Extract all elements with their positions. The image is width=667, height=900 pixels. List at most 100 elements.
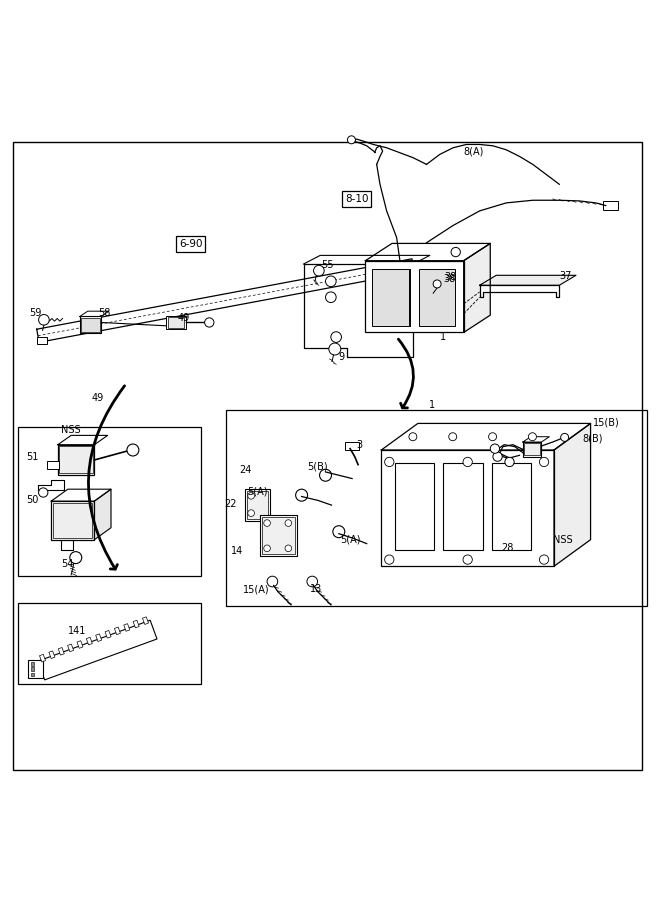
- Circle shape: [70, 552, 82, 563]
- Text: 6-90: 6-90: [179, 239, 203, 249]
- Bar: [124, 624, 130, 631]
- Polygon shape: [554, 423, 590, 566]
- Text: 141: 141: [68, 626, 86, 635]
- Text: 24: 24: [239, 465, 251, 475]
- Text: 49: 49: [177, 313, 189, 323]
- Bar: [31, 672, 34, 677]
- Bar: [51, 501, 94, 540]
- Circle shape: [285, 545, 291, 552]
- Circle shape: [463, 555, 472, 564]
- Text: 15(B): 15(B): [592, 417, 619, 428]
- Bar: [81, 318, 99, 332]
- Text: 51: 51: [27, 452, 39, 462]
- Circle shape: [409, 433, 417, 441]
- Circle shape: [325, 276, 336, 286]
- Bar: [245, 490, 270, 521]
- Text: NSS: NSS: [61, 425, 81, 435]
- Text: 58: 58: [97, 308, 110, 318]
- Circle shape: [263, 519, 270, 526]
- Bar: [18, 603, 201, 684]
- Text: 3: 3: [357, 440, 363, 450]
- Bar: [143, 616, 149, 625]
- Bar: [31, 662, 34, 666]
- Polygon shape: [94, 490, 111, 540]
- Bar: [524, 444, 540, 455]
- Bar: [260, 515, 297, 556]
- Bar: [49, 651, 55, 659]
- Text: 1: 1: [429, 400, 435, 410]
- Text: 37: 37: [560, 271, 572, 281]
- Bar: [418, 269, 455, 326]
- Text: 55: 55: [321, 260, 334, 270]
- Polygon shape: [464, 243, 490, 332]
- Text: 38: 38: [443, 274, 456, 284]
- Polygon shape: [480, 285, 560, 297]
- Circle shape: [127, 444, 139, 456]
- Bar: [37, 338, 47, 344]
- Polygon shape: [38, 480, 65, 490]
- Circle shape: [313, 266, 324, 276]
- Bar: [58, 647, 64, 655]
- Bar: [31, 667, 34, 671]
- Circle shape: [540, 555, 549, 564]
- Bar: [166, 316, 186, 329]
- Text: 13: 13: [310, 584, 323, 595]
- Bar: [58, 445, 94, 474]
- Bar: [395, 464, 434, 550]
- Circle shape: [263, 545, 270, 552]
- Bar: [523, 442, 542, 456]
- Text: 5(B): 5(B): [307, 462, 327, 472]
- Bar: [247, 491, 268, 519]
- Circle shape: [285, 519, 291, 526]
- Bar: [443, 464, 483, 550]
- Text: 5(A): 5(A): [340, 535, 361, 544]
- Circle shape: [39, 488, 48, 497]
- Text: 28: 28: [502, 544, 514, 554]
- Bar: [346, 442, 359, 450]
- Circle shape: [490, 444, 500, 454]
- Text: 8(B): 8(B): [582, 433, 603, 443]
- Bar: [366, 261, 464, 332]
- Circle shape: [505, 457, 514, 466]
- Polygon shape: [303, 256, 430, 264]
- Bar: [80, 317, 101, 333]
- Circle shape: [205, 318, 214, 327]
- Polygon shape: [366, 243, 490, 261]
- Bar: [39, 654, 45, 662]
- Polygon shape: [38, 620, 157, 680]
- Text: 38: 38: [444, 273, 457, 283]
- Circle shape: [39, 314, 49, 325]
- Bar: [133, 620, 139, 628]
- Text: 50: 50: [27, 495, 39, 505]
- Text: 59: 59: [29, 308, 41, 319]
- Polygon shape: [80, 311, 109, 317]
- Circle shape: [248, 509, 254, 517]
- Text: 14: 14: [231, 546, 243, 556]
- Bar: [86, 637, 92, 645]
- Circle shape: [348, 136, 356, 144]
- Circle shape: [319, 469, 331, 482]
- Circle shape: [463, 457, 472, 466]
- Bar: [105, 631, 111, 638]
- Text: 5(A): 5(A): [247, 487, 267, 497]
- Circle shape: [385, 457, 394, 466]
- Text: 1: 1: [440, 332, 446, 342]
- Polygon shape: [480, 275, 576, 285]
- Bar: [95, 634, 101, 642]
- Circle shape: [325, 292, 336, 302]
- Text: 8-10: 8-10: [345, 194, 368, 204]
- Bar: [28, 660, 43, 679]
- Circle shape: [451, 248, 460, 256]
- Text: 49: 49: [91, 393, 104, 403]
- Text: 54: 54: [61, 559, 73, 569]
- Circle shape: [493, 452, 502, 462]
- Bar: [262, 518, 295, 554]
- Bar: [53, 503, 93, 537]
- Bar: [603, 201, 618, 211]
- Bar: [382, 450, 554, 566]
- Circle shape: [385, 555, 394, 564]
- Bar: [77, 641, 83, 648]
- Circle shape: [449, 433, 457, 441]
- Polygon shape: [51, 490, 111, 501]
- Text: 15(A): 15(A): [243, 584, 269, 595]
